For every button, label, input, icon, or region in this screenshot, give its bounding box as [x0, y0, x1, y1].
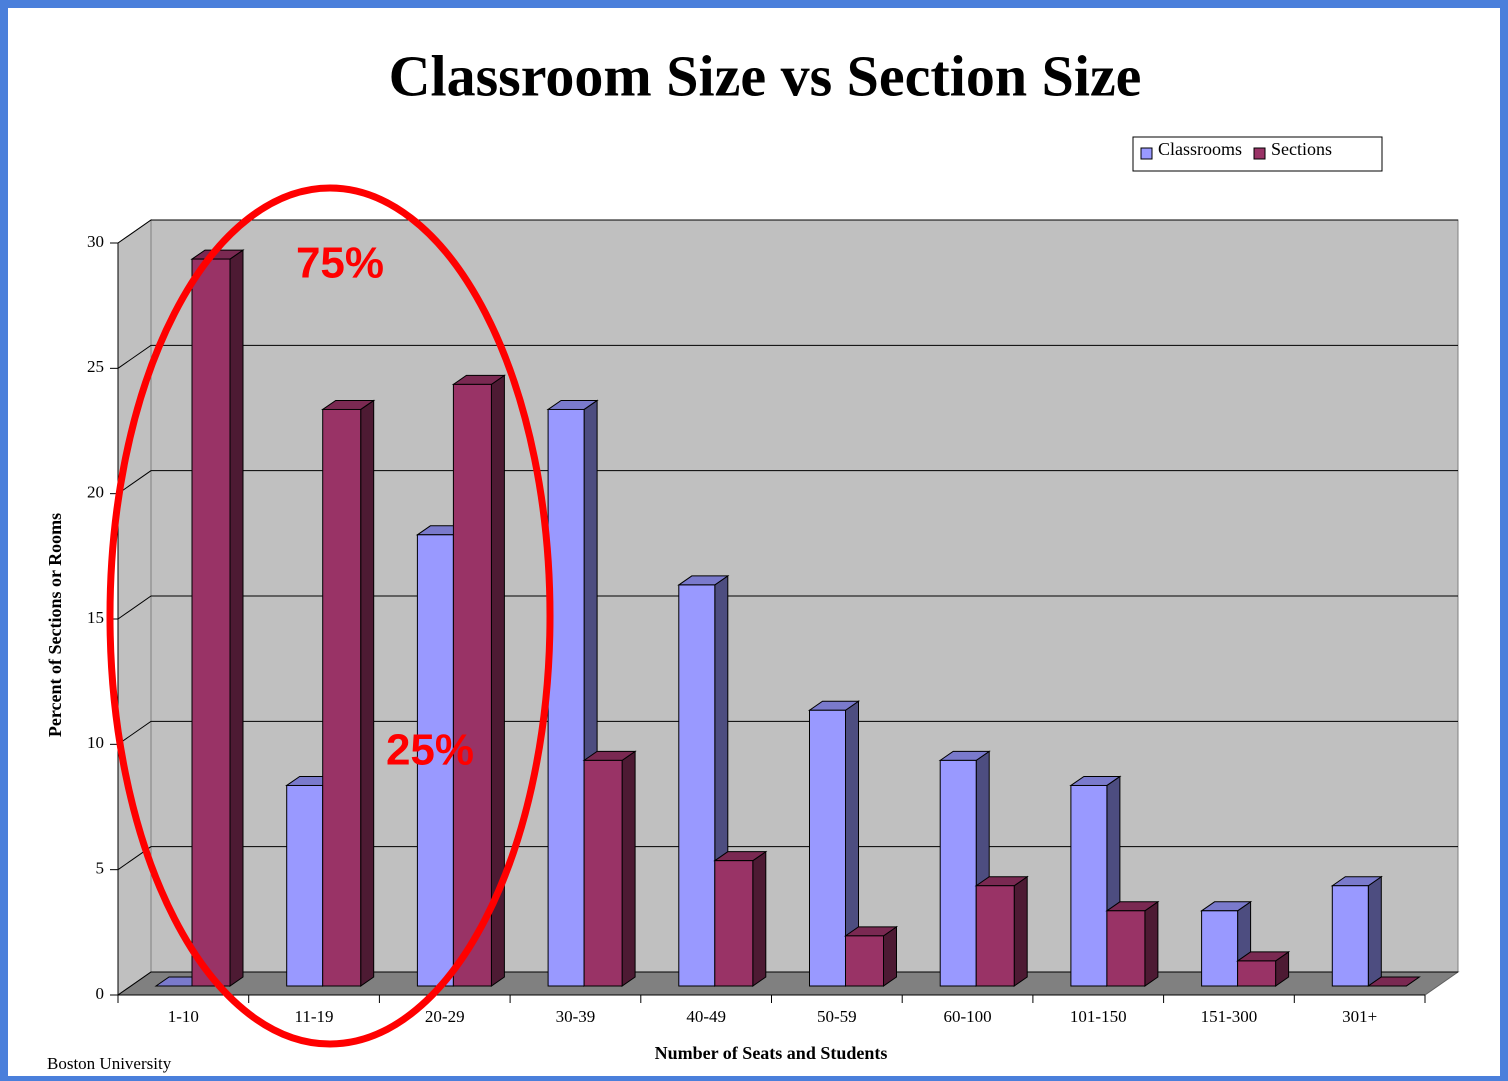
x-tick-label: 20-29: [425, 1007, 465, 1026]
bar-side: [1144, 900, 1159, 987]
x-tick-label: 40-49: [686, 1007, 726, 1026]
bar: [582, 750, 637, 987]
x-tick-label: 60-100: [943, 1007, 991, 1026]
bar: [451, 374, 507, 987]
x-tick-label: 151-300: [1201, 1007, 1258, 1026]
bar-side: [883, 925, 897, 987]
x-tick-label: 30-39: [556, 1007, 596, 1026]
bar-front: [547, 408, 585, 987]
grid-line: [117, 470, 1458, 495]
bar-front: [845, 935, 884, 987]
y-axis-label: Percent of Sections or Rooms: [45, 513, 65, 737]
highlight-ellipse: [106, 184, 554, 1048]
y-tick-label: 20: [87, 483, 104, 502]
legend-swatch: [1140, 147, 1153, 160]
bar-side: [229, 249, 244, 987]
bar-side: [360, 399, 375, 987]
bar-top: [1366, 976, 1421, 987]
bar: [1235, 950, 1291, 987]
bar-side: [752, 850, 767, 987]
grid-line: [117, 595, 1458, 620]
bar: [807, 700, 861, 987]
bar: [1330, 875, 1383, 987]
y-tick-label: 30: [87, 232, 104, 251]
bar-front: [1070, 784, 1108, 987]
legend-label: Classrooms: [1158, 139, 1242, 159]
grid-line: [117, 219, 1458, 244]
y-tick-label: 5: [96, 859, 105, 878]
x-tick-label: 11-19: [295, 1007, 334, 1026]
y-tick-label: 0: [96, 984, 105, 1003]
y-tick-label: 10: [87, 733, 104, 752]
bar-front: [583, 759, 623, 987]
bar: [1199, 900, 1253, 987]
bar: [321, 399, 376, 987]
bar-front: [714, 860, 754, 987]
bar: [974, 875, 1029, 987]
legend-label: Sections: [1271, 139, 1332, 159]
annotation: 25%: [386, 726, 474, 775]
x-axis-label: Number of Seats and Students: [655, 1043, 888, 1063]
bar-front: [678, 584, 716, 987]
bar-front: [809, 709, 846, 987]
chart-title: Classroom Size vs Section Size: [389, 43, 1142, 108]
bar: [1366, 976, 1421, 987]
bar-side: [621, 750, 636, 987]
bar: [190, 249, 245, 987]
grid-line: [117, 720, 1458, 745]
bar-front: [322, 408, 362, 987]
bar-front: [1106, 910, 1146, 987]
bar-front: [939, 759, 977, 987]
y-tick-label: 15: [87, 608, 104, 627]
x-tick-label: 50-59: [817, 1007, 857, 1026]
bar-front: [416, 534, 454, 987]
bar: [713, 850, 768, 987]
x-tick-label: 1-10: [168, 1007, 199, 1026]
x-tick-label: 301+: [1342, 1007, 1377, 1026]
grid-line: [117, 344, 1458, 369]
annotation: 75%: [296, 239, 384, 288]
bar-front: [452, 383, 492, 987]
y-tick-label: 25: [87, 357, 104, 376]
bar: [843, 925, 899, 987]
bar-front: [975, 885, 1015, 987]
footer: Boston University: [47, 1054, 172, 1073]
bar-side: [1013, 875, 1028, 987]
legend-swatch: [1253, 147, 1266, 160]
grid-line: [117, 846, 1458, 871]
bar-front: [1331, 885, 1369, 987]
bar-front: [1237, 960, 1277, 987]
x-tick-label: 101-150: [1070, 1007, 1127, 1026]
bar-front: [191, 258, 231, 987]
bar: [1105, 900, 1160, 987]
bar-front: [1201, 910, 1239, 987]
bar-side: [1367, 875, 1382, 987]
bar-front: [286, 784, 324, 987]
